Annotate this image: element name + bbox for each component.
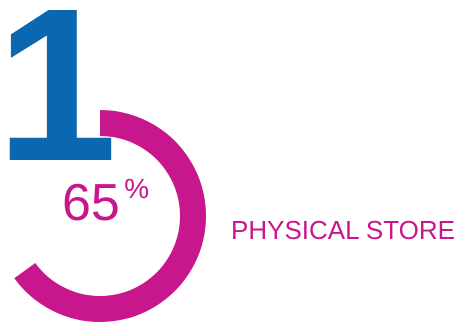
- progress-arc: [14, 110, 206, 322]
- percent-sign: %: [124, 173, 149, 204]
- percent-value: 65: [62, 174, 120, 232]
- percent-readout: 65 %: [62, 173, 149, 232]
- rank-numeral: 1: [0, 0, 115, 207]
- category-label: PHYSICAL STORE: [231, 215, 455, 245]
